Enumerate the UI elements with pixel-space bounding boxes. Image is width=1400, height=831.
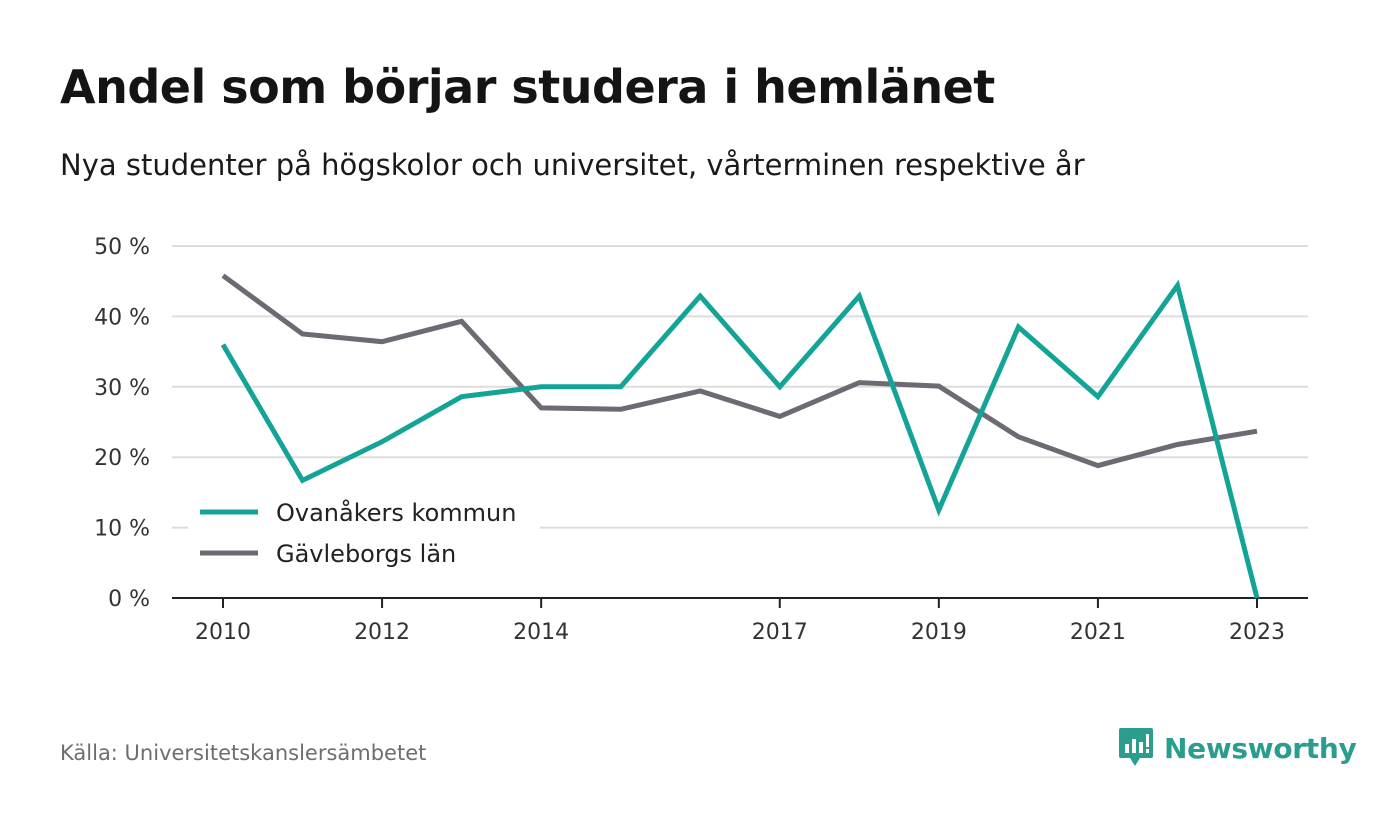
chart-title: Andel som börjar studera i hemlänet (60, 60, 995, 114)
x-tick-label: 2021 (1070, 620, 1126, 645)
x-axis-ticks: 2010 2012 2014 2017 2019 2021 2023 (195, 598, 1285, 645)
series-line-2 (221, 273, 1258, 469)
x-tick-label: 2012 (354, 620, 410, 645)
y-tick-label: 0 % (108, 587, 150, 612)
source-note: Källa: Universitetskanslersämbetet (60, 741, 427, 765)
y-axis-ticks: 50 % 40 % 30 % 20 % 10 % 0 % (94, 235, 150, 612)
y-tick-label: 20 % (94, 446, 150, 471)
y-tick-label: 10 % (94, 517, 150, 542)
legend: Ovanåkers kommun Gävleborgs län (188, 488, 540, 578)
newsworthy-logo-icon (1119, 728, 1153, 766)
brand-name: Newsworthy (1164, 731, 1357, 765)
legend-label: Gävleborgs län (276, 540, 456, 568)
series-line-1 (220, 279, 1260, 599)
x-tick-label: 2014 (513, 620, 569, 645)
y-tick-label: 50 % (94, 235, 150, 260)
x-tick-label: 2023 (1229, 620, 1285, 645)
line-chart: 50 % 40 % 30 % 20 % 10 % 0 % 2010 2012 2014 2017… (94, 235, 1308, 645)
legend-label: Ovanåkers kommun (276, 498, 516, 527)
brand-logo: Newsworthy (1118, 726, 1357, 770)
y-tick-label: 30 % (94, 376, 150, 401)
series-lines (220, 273, 1260, 599)
y-tick-label: 40 % (94, 305, 150, 330)
x-tick-label: 2010 (195, 620, 251, 645)
x-tick-label: 2017 (752, 620, 808, 645)
legend-background (188, 488, 540, 578)
x-tick-label: 2019 (911, 620, 967, 645)
chart-subtitle: Nya studenter på högskolor och universit… (60, 148, 1085, 182)
